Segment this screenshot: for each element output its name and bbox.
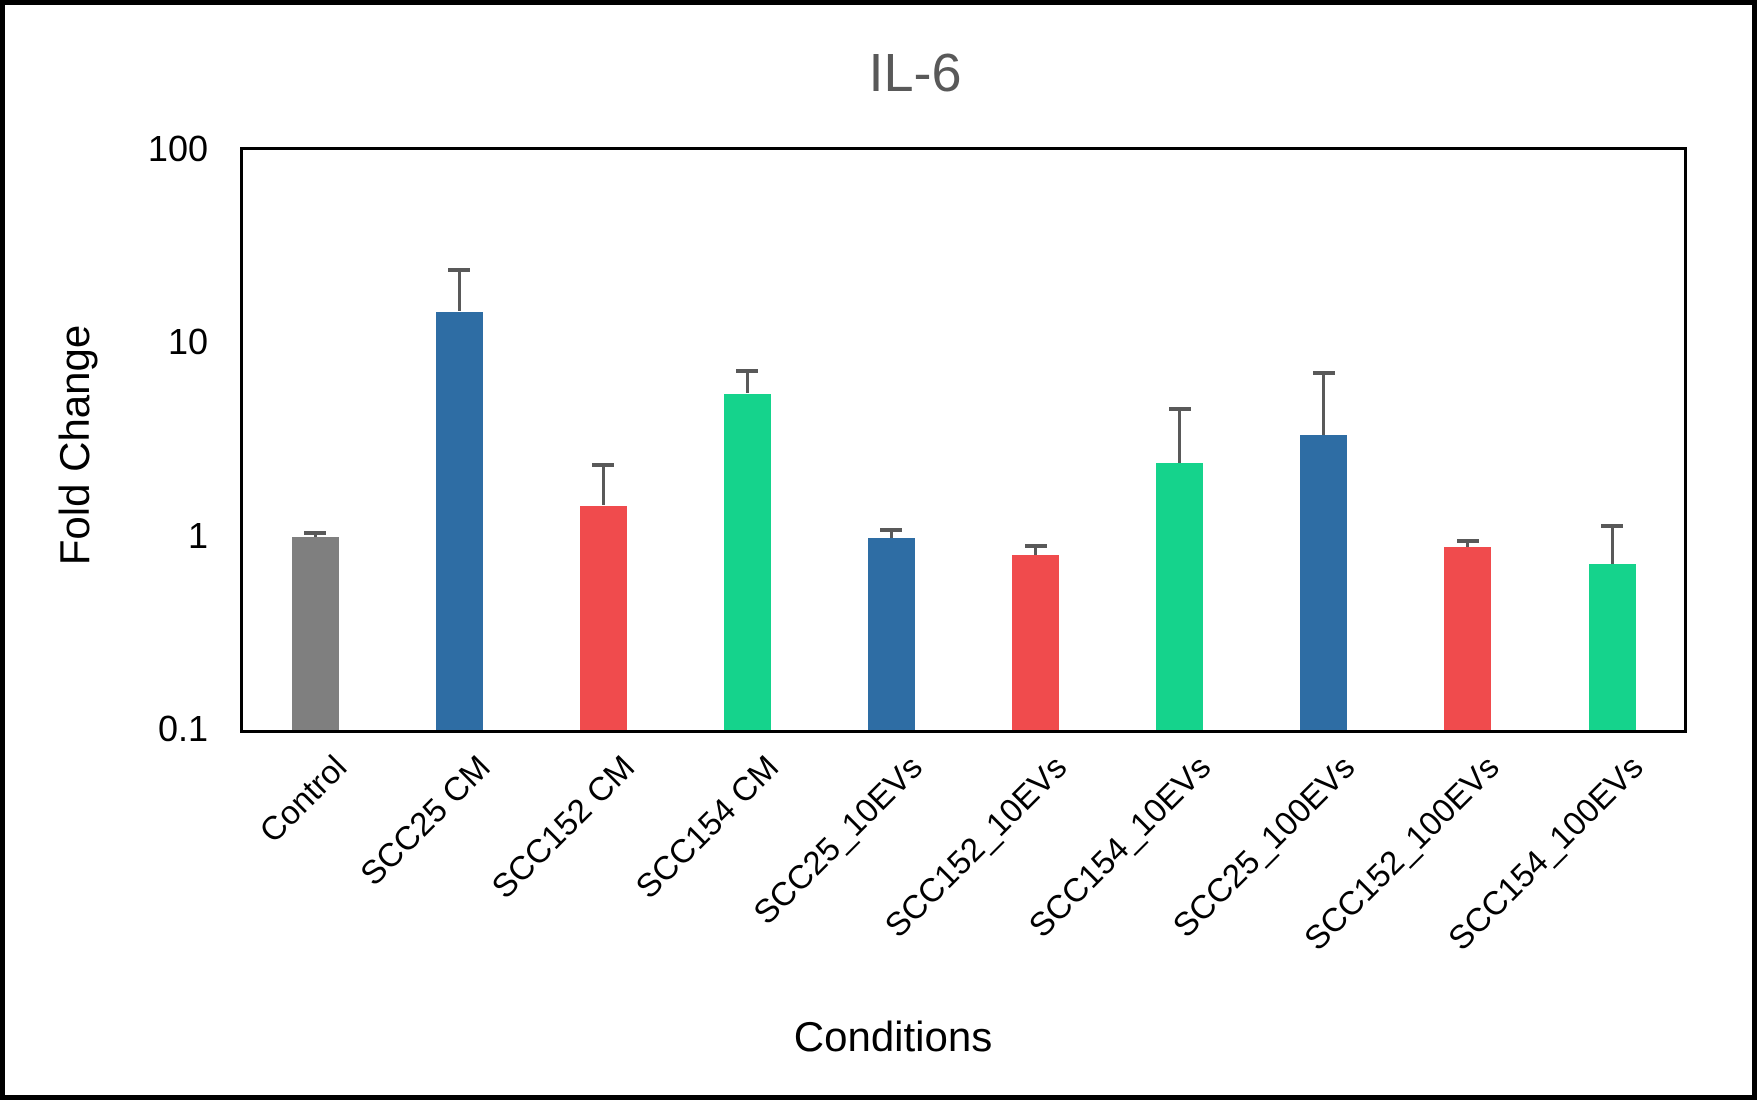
error-bar-cap (880, 528, 903, 533)
error-bar-cap (304, 530, 326, 535)
error-bar-cap (1168, 406, 1191, 411)
bar-Control (291, 536, 339, 730)
bar-SCC154_100EVs (1588, 564, 1636, 730)
error-bar-cap (448, 267, 471, 272)
bar-SCC152 CM (579, 505, 627, 730)
error-bar (1178, 408, 1182, 464)
error-bar (1322, 373, 1326, 436)
error-bar-cap (592, 462, 615, 467)
error-bar-cap (1024, 543, 1047, 548)
bar-SCC25_10EVs (867, 538, 915, 730)
error-bar (1610, 526, 1614, 565)
bar-SCC154_10EVs (1156, 463, 1204, 730)
bar-SCC152_100EVs (1444, 547, 1492, 730)
error-bar-cap (736, 368, 759, 373)
bar-SCC25_100EVs (1300, 435, 1348, 730)
error-bar-cap (1456, 539, 1479, 543)
error-bar (1034, 545, 1037, 556)
x-axis-title: Conditions (793, 1013, 993, 1060)
error-bar (745, 370, 749, 394)
error-bar (457, 269, 461, 312)
bar-SCC25 CM (435, 311, 483, 730)
y-tick-label: 0.1 (157, 708, 208, 749)
bar-SCC152_10EVs (1012, 555, 1059, 730)
error-bar (601, 464, 605, 506)
bar-SCC154 CM (723, 393, 771, 730)
plot-area (240, 147, 1687, 733)
error-bar (1466, 541, 1470, 548)
y-tick-label: 10 (167, 321, 208, 363)
y-tick-label: 100 (147, 128, 208, 169)
error-bar (313, 532, 317, 537)
chart-title: IL-6 (868, 43, 962, 103)
error-bar-cap (1312, 371, 1335, 376)
y-tick-label: 1 (187, 514, 208, 556)
error-bar (889, 530, 893, 539)
error-bar-cap (1601, 524, 1623, 529)
